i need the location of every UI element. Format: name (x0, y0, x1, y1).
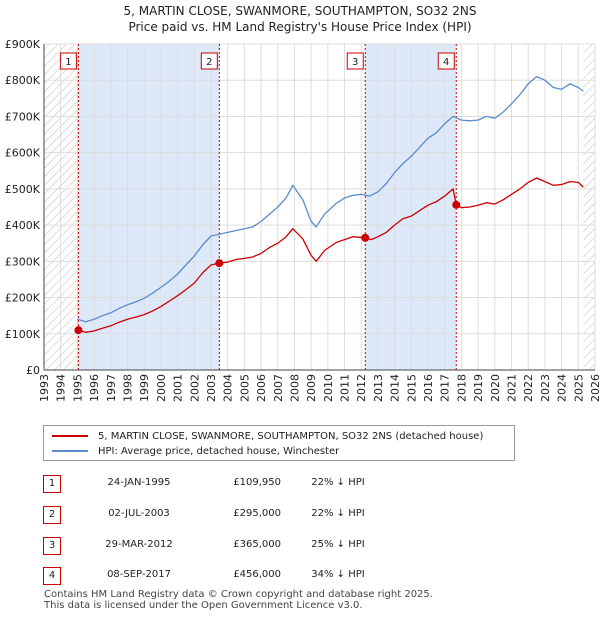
y-tick-label: £0 (26, 364, 40, 377)
x-tick-label: 1997 (105, 374, 118, 402)
x-tick-label: 1995 (71, 374, 84, 402)
x-tick-label: 2014 (389, 374, 402, 402)
x-tick-label: 2021 (506, 374, 519, 402)
y-tick-label: £600K (5, 147, 41, 160)
x-tick-label: 2017 (439, 374, 452, 402)
x-tick-label: 2023 (539, 374, 552, 402)
y-tick-label: £900K (5, 38, 41, 51)
x-tick-label: 2025 (572, 374, 585, 402)
chart-title: 5, MARTIN CLOSE, SWANMORE, SOUTHAMPTON, … (123, 4, 477, 18)
x-tick-label: 2001 (172, 374, 185, 402)
y-tick-label: £400K (5, 219, 41, 232)
property-series-line (78, 177, 584, 333)
x-tick-label: 1994 (55, 374, 68, 402)
sale-marker-box (346, 52, 364, 70)
sale-row: 2 02-JUL-2003 £295,000 22% ↓ HPI (43, 506, 423, 524)
sale-badge: 4 (43, 567, 61, 585)
sale-date: 02-JUL-2003 (108, 508, 170, 519)
x-tick-label: 2011 (339, 374, 352, 402)
sale-point (215, 259, 224, 268)
ownership-shade (78, 44, 220, 370)
sale-row: 3 29-MAR-2012 £365,000 25% ↓ HPI (43, 537, 423, 555)
sale-badge: 2 (43, 506, 61, 524)
sale-price: £109,950 (233, 477, 281, 488)
sale-point (361, 233, 370, 242)
x-tick-label: 2018 (455, 374, 468, 402)
y-tick-label: £800K (5, 74, 41, 87)
sale-date: 08-SEP-2017 (107, 569, 171, 580)
legend-swatch-hpi (52, 450, 88, 452)
x-tick-label: 2003 (205, 374, 218, 402)
x-tick-label: 2002 (188, 374, 201, 402)
x-tick-label: 2008 (288, 374, 301, 402)
sale-price: £365,000 (233, 539, 281, 550)
legend-label-property: 5, MARTIN CLOSE, SWANMORE, SOUTHAMPTON, … (98, 430, 484, 442)
sale-row: 1 24-JAN-1995 £109,950 22% ↓ HPI (43, 475, 423, 493)
legend-label-hpi: HPI: Average price, detached house, Winc… (98, 445, 340, 457)
y-tick-label: £700K (5, 110, 41, 123)
sale-marker-box (59, 52, 77, 70)
sale-marker-label: 4 (443, 57, 449, 68)
sale-point (74, 326, 83, 335)
x-tick-label: 2022 (522, 374, 535, 402)
hatch-region-after (583, 44, 595, 370)
sale-marker-label: 1 (65, 57, 71, 68)
sale-badge: 1 (43, 475, 61, 493)
ownership-shade (365, 44, 457, 370)
x-tick-label: 1996 (88, 374, 101, 402)
hpi-series-line (77, 75, 584, 323)
x-tick-label: 2019 (472, 374, 485, 402)
legend-swatch-property (52, 435, 88, 437)
sale-badge: 3 (43, 537, 61, 555)
footer-line-1: Contains HM Land Registry data © Crown c… (44, 589, 433, 600)
legend-item-hpi: HPI: Average price, detached house, Winc… (52, 444, 339, 458)
sale-marker-label: 3 (352, 57, 358, 68)
sale-price: £456,000 (233, 569, 281, 580)
x-tick-label: 2009 (305, 374, 318, 402)
x-tick-label: 2013 (372, 374, 385, 402)
x-tick-label: 2004 (222, 374, 235, 402)
sale-point (452, 200, 461, 209)
x-tick-label: 2024 (556, 374, 569, 402)
sale-marker-box (437, 52, 455, 70)
x-tick-label: 1999 (138, 374, 151, 402)
x-tick-label: 2020 (489, 374, 502, 402)
chart-subtitle: Price paid vs. HM Land Registry's House … (128, 20, 472, 34)
x-tick-label: 2006 (255, 374, 268, 402)
y-tick-label: £100K (5, 328, 41, 341)
sale-hpi-diff: 22% ↓ HPI (311, 477, 365, 488)
sale-date: 24-JAN-1995 (107, 477, 171, 488)
x-tick-label: 2000 (155, 374, 168, 402)
sale-hpi-diff: 25% ↓ HPI (311, 539, 365, 550)
y-tick-label: £200K (5, 292, 41, 305)
y-tick-label: £300K (5, 255, 41, 268)
legend-item-property: 5, MARTIN CLOSE, SWANMORE, SOUTHAMPTON, … (52, 429, 483, 443)
x-tick-label: 2005 (238, 374, 251, 402)
x-tick-label: 2010 (322, 374, 335, 402)
sale-marker-label: 2 (206, 57, 212, 68)
hatch-region-before (44, 44, 79, 370)
sale-date: 29-MAR-2012 (105, 539, 173, 550)
x-tick-label: 2016 (422, 374, 435, 402)
sale-row: 4 08-SEP-2017 £456,000 34% ↓ HPI (43, 567, 423, 585)
x-tick-label: 1993 (38, 374, 51, 402)
chart-legend: 5, MARTIN CLOSE, SWANMORE, SOUTHAMPTON, … (43, 425, 515, 461)
footer-attribution: Contains HM Land Registry data © Crown c… (44, 589, 433, 611)
x-tick-label: 2012 (355, 374, 368, 402)
x-tick-label: 2007 (272, 374, 285, 402)
price-chart: 1 2 3 4 £0 £100K £200K £300K £400K £500K £600K £70… (5, 38, 600, 402)
sale-marker-box (200, 52, 218, 70)
footer-line-2: This data is licensed under the Open Gov… (44, 600, 363, 611)
sale-hpi-diff: 22% ↓ HPI (311, 508, 365, 519)
sale-hpi-diff: 34% ↓ HPI (311, 569, 365, 580)
y-tick-label: £500K (5, 183, 41, 196)
sale-price: £295,000 (233, 508, 281, 519)
x-tick-label: 2026 (589, 374, 600, 402)
x-tick-label: 1998 (121, 374, 134, 402)
x-tick-label: 2015 (405, 374, 418, 402)
